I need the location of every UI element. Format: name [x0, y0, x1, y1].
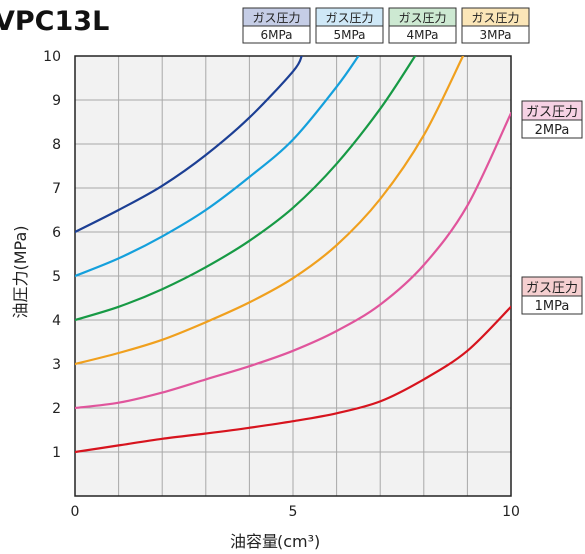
legend-label: ガス圧力 — [325, 11, 373, 25]
legend-value-box — [521, 119, 583, 139]
series-line-5mpa — [75, 56, 360, 278]
legend-series-name: 4MPa — [406, 28, 438, 42]
y-tick-label: 2 — [52, 401, 61, 417]
legend-label: ガス圧力 — [471, 11, 519, 25]
legend-series-name: 5MPa — [333, 28, 365, 42]
legend-value-box — [388, 25, 457, 44]
series-line-6mpa — [75, 56, 303, 234]
legend-value-box — [315, 25, 384, 44]
y-tick-label: 8 — [52, 137, 61, 153]
y-tick-label: 6 — [52, 225, 61, 241]
legend-series-name: 3MPa — [479, 28, 511, 42]
legend-value-box — [242, 25, 311, 44]
legend-series-name: 1MPa — [535, 299, 570, 314]
y-tick-label: 4 — [52, 313, 61, 329]
legend-label: ガス圧力 — [252, 11, 300, 25]
x-tick-label: 0 — [71, 504, 80, 520]
y-tick-label: 1 — [52, 445, 61, 461]
legend-item-3mpa: ガス圧力 3MPa — [461, 7, 530, 44]
legend-item-4mpa: ガス圧力 4MPa — [388, 7, 457, 44]
series-line-1mpa — [75, 305, 511, 454]
y-axis-label: 油圧力(MPa) — [11, 225, 30, 318]
series-lines — [75, 56, 511, 454]
legend-item-5mpa: ガス圧力 5MPa — [315, 7, 384, 44]
x-tick-label: 5 — [289, 504, 298, 520]
legend-label: ガス圧力 — [526, 105, 578, 120]
x-axis-unit: (cm³) — [277, 532, 320, 551]
x-tick-label: 10 — [502, 504, 520, 520]
series-line-3mpa — [75, 56, 465, 366]
legend: ガス圧力 6MPa ガス圧力 5MPa ガス圧力 4MPa ガス圧力 3MPa ガス圧力 2MPa… — [242, 7, 583, 315]
legend-value-box — [521, 295, 583, 315]
y-tick-label: 9 — [52, 93, 61, 109]
x-axis-label: 油容量 — [230, 532, 278, 551]
legend-label: ガス圧力 — [398, 11, 446, 25]
grid — [75, 56, 511, 496]
legend-item-6mpa: ガス圧力 6MPa — [242, 7, 311, 44]
chart-title: VPC13L — [0, 6, 109, 37]
legend-series-name: 2MPa — [535, 123, 570, 138]
legend-item-2mpa: ガス圧力 2MPa — [521, 100, 583, 139]
legend-value-box — [461, 25, 530, 44]
legend-label: ガス圧力 — [526, 281, 578, 296]
y-tick-label: 10 — [43, 49, 61, 65]
y-tick-label: 7 — [52, 181, 61, 197]
y-ticks: 1 2 3 4 5 6 7 8 9 10 — [43, 49, 61, 461]
x-ticks: 0 5 10 — [71, 504, 520, 520]
y-tick-label: 3 — [52, 357, 61, 373]
legend-series-name: 6MPa — [260, 28, 292, 42]
series-line-4mpa — [75, 56, 417, 322]
series-line-2mpa — [75, 112, 511, 410]
y-tick-label: 5 — [52, 269, 61, 285]
legend-item-1mpa: ガス圧力 1MPa — [521, 276, 583, 315]
